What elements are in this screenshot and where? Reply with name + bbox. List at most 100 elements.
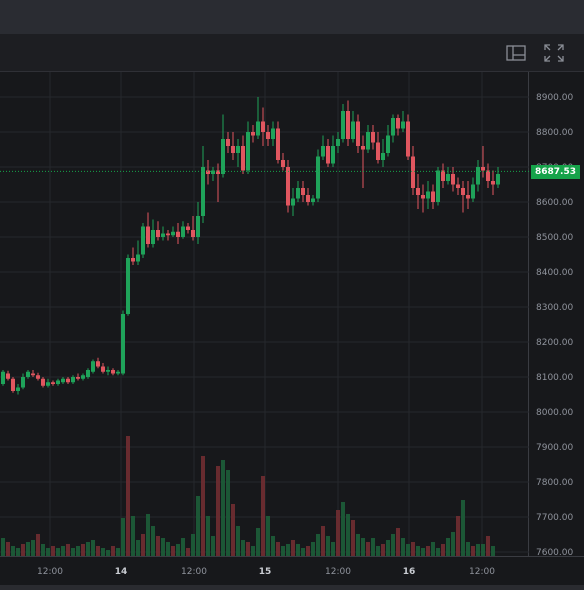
candle [101, 363, 105, 374]
candle [141, 223, 145, 258]
volume-bar [151, 526, 155, 556]
volume-bar [221, 460, 225, 556]
volume-bar [61, 546, 65, 556]
candle [131, 247, 135, 265]
candle [491, 170, 495, 195]
time-axis[interactable]: 12:00 14 12:00 15 12:00 16 12:00 [0, 556, 584, 585]
price-axis-labels: 8900.008800.008700.008600.008500.008400.… [536, 93, 573, 558]
time-tick-label: 12:00 [37, 567, 63, 577]
volume-bar [96, 546, 100, 556]
layout-panel-icon[interactable] [505, 43, 527, 63]
candle [276, 121, 280, 164]
volume-bar [16, 548, 20, 556]
candle [106, 366, 110, 376]
candle [26, 370, 30, 379]
volume-bar [111, 546, 115, 556]
candle [391, 114, 395, 143]
volume-bar [411, 542, 415, 556]
candle [416, 174, 420, 209]
volume-bar [136, 540, 140, 556]
volume-bar [31, 540, 35, 556]
candle [186, 223, 190, 234]
candle [126, 254, 130, 316]
time-tick-label: 16 [403, 567, 416, 577]
volume-bar [46, 548, 50, 556]
candle [386, 125, 390, 157]
candle [176, 223, 180, 244]
volume-bar [471, 546, 475, 556]
candle [161, 226, 165, 241]
volume-bar [21, 544, 25, 556]
candle [136, 240, 140, 265]
candle [1, 370, 5, 386]
candle [6, 370, 10, 381]
candle [196, 202, 200, 244]
volume-bar [216, 466, 220, 556]
candle [211, 167, 215, 181]
volume-bar [246, 542, 250, 556]
candle [486, 163, 490, 188]
candle [466, 181, 470, 209]
volume-bar [371, 538, 375, 556]
candle [351, 111, 355, 143]
candle [396, 114, 400, 136]
volume-bar [76, 546, 80, 556]
volume-bar [156, 536, 160, 556]
candle [371, 125, 375, 150]
candle [331, 135, 335, 167]
candle [296, 181, 300, 202]
volume-bar [11, 546, 15, 556]
volume-bar [406, 544, 410, 556]
candle [121, 310, 125, 376]
candle [171, 226, 175, 237]
candle [236, 139, 240, 167]
candlestick-chart [0, 72, 529, 556]
volume-bar [196, 496, 200, 556]
volume-bar [51, 546, 55, 556]
candle [286, 160, 290, 213]
volume-bar [41, 544, 45, 556]
volume-bar [186, 548, 190, 556]
candle [436, 167, 440, 206]
volume-bar [91, 540, 95, 556]
price-tick-label: 8100.00 [536, 373, 573, 383]
window-top-band [0, 0, 584, 34]
candle [156, 221, 160, 241]
volume-bar [431, 542, 435, 556]
time-axis-labels: 12:00 14 12:00 15 12:00 16 12:00 [37, 567, 495, 577]
volume-bar [271, 536, 275, 556]
volume-bar [421, 548, 425, 556]
candle [246, 121, 250, 174]
price-tick-label: 7800.00 [536, 478, 573, 488]
price-tick-label: 7600.00 [536, 548, 573, 556]
candle [461, 181, 465, 213]
volume-bar [426, 546, 430, 556]
candle [36, 372, 40, 381]
volume-bar [331, 542, 335, 556]
volume-bar [486, 536, 490, 556]
candle [96, 357, 100, 369]
candle [56, 378, 60, 386]
fullscreen-icon[interactable] [543, 43, 565, 63]
candle [261, 107, 265, 146]
candle [446, 167, 450, 185]
volume-bar [201, 456, 205, 556]
candle [51, 380, 55, 386]
volume-bar [461, 500, 465, 556]
volume-bar [356, 534, 360, 556]
candle [456, 177, 460, 195]
price-axis[interactable]: 8900.008800.008700.008600.008500.008400.… [529, 72, 584, 558]
volume-bar [321, 526, 325, 556]
candle [426, 181, 430, 209]
candle [166, 230, 170, 241]
volume-bar [121, 518, 125, 556]
candle [21, 373, 25, 390]
candle [206, 160, 210, 185]
volume-bar [286, 544, 290, 556]
candle [316, 149, 320, 202]
candle [71, 375, 75, 384]
volume-bar [386, 540, 390, 556]
volume-bar [306, 546, 310, 556]
chart-plot-area[interactable] [0, 72, 529, 556]
volume-bar [361, 538, 365, 556]
